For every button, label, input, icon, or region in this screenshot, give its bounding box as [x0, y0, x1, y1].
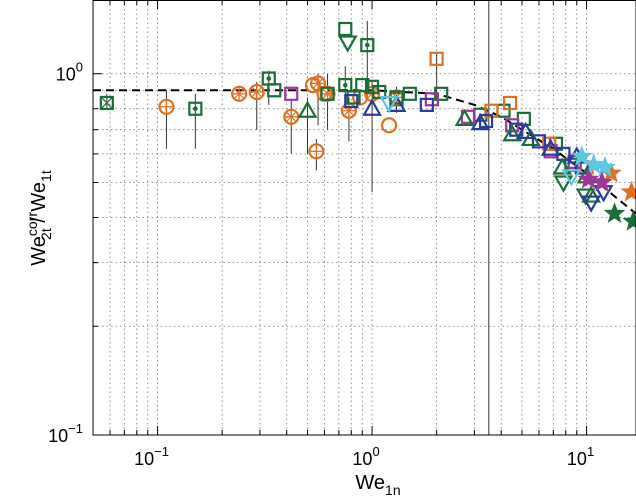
square-marker — [284, 86, 299, 101]
triangle-down-marker — [553, 175, 574, 193]
star-marker — [603, 202, 626, 223]
y-axis-label-sub: 2t — [38, 228, 54, 240]
square-marker — [429, 51, 444, 66]
triangle-down-marker — [337, 35, 358, 53]
star-marker — [622, 210, 636, 231]
square-marker — [267, 83, 282, 98]
axis-ticks — [93, 0, 588, 435]
y-axis-label: Wecorr2t / We1t — [24, 170, 54, 266]
square-dot-marker — [338, 78, 353, 93]
x-axis-label-sub: 1n — [385, 482, 401, 498]
star-marker — [570, 145, 593, 166]
reference-lines — [93, 0, 636, 435]
square-dot-marker-dot — [266, 76, 272, 81]
circle-marker — [304, 77, 322, 94]
square-dot-marker-dot — [364, 42, 370, 48]
square-marker — [502, 95, 518, 111]
triangle-up-marker — [454, 108, 475, 126]
star-marker — [577, 167, 600, 189]
x-tick-label: 101 — [567, 444, 594, 469]
square-marker — [344, 93, 359, 109]
triangle-up-marker — [502, 124, 523, 142]
square-x-marker — [99, 95, 114, 111]
square-dot-marker-dot — [193, 106, 198, 112]
circle-marker — [380, 117, 398, 134]
x-axis-label: We1n — [355, 472, 400, 498]
star-marker — [594, 156, 616, 177]
y-axis-label-den-sub: 1t — [38, 170, 54, 182]
square-marker — [338, 21, 353, 37]
square-x-marker-cross — [100, 96, 114, 110]
triangle-up-marker — [552, 157, 573, 175]
triangle-down-marker — [581, 195, 602, 213]
square-marker — [320, 86, 335, 101]
y-axis-label-sup: corr — [24, 212, 40, 236]
circle-star-marker-cross — [251, 86, 263, 98]
x-tick-label: 10−1 — [134, 444, 169, 469]
square-marker — [402, 86, 417, 101]
star-marker — [620, 180, 636, 202]
square-dot-marker — [360, 38, 375, 53]
triangle-up-marker — [297, 100, 318, 118]
square-dot-marker-dot — [342, 82, 348, 88]
circle-star-marker-cross — [233, 88, 245, 100]
triangle-up-marker — [362, 98, 382, 116]
triangle-down-marker — [379, 95, 399, 114]
triangle-up-marker — [581, 185, 602, 203]
square-marker — [372, 84, 387, 100]
square-marker — [355, 78, 370, 93]
square-marker — [505, 118, 520, 133]
y-tick-label: 100 — [56, 60, 83, 85]
grid — [93, 0, 636, 435]
y-tick-label: 10−1 — [48, 421, 83, 446]
square-marker — [346, 90, 361, 105]
x-tick-label: 100 — [352, 444, 379, 469]
star-marker — [591, 171, 613, 192]
triangle-up-marker — [515, 121, 536, 140]
tick-labels: 10−1 100 101 10−1 100 — [48, 60, 594, 469]
square-marker — [531, 134, 547, 149]
triangle-down-marker — [561, 169, 582, 187]
square-marker — [419, 97, 434, 112]
star-marker — [582, 153, 605, 174]
circle-star-marker-cross — [285, 111, 297, 123]
circle-star-marker-cross — [312, 78, 324, 89]
triangle-up-marker — [470, 112, 491, 131]
data-markers — [99, 21, 636, 231]
triangle-up-marker — [540, 138, 561, 156]
square-dot-marker — [188, 101, 203, 116]
square-marker — [542, 136, 557, 151]
